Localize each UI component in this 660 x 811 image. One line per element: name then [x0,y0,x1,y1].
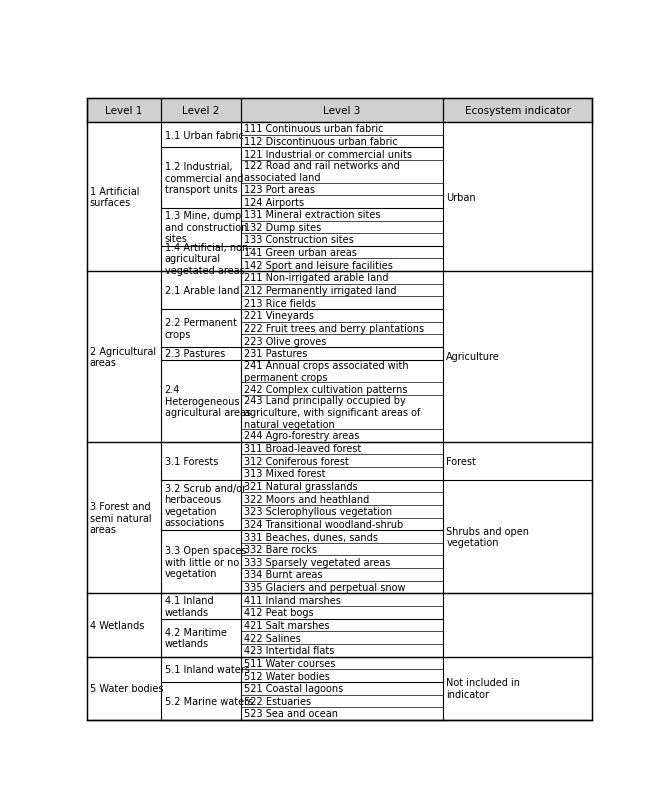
Text: 112 Discontinuous urban fabric: 112 Discontinuous urban fabric [244,137,398,147]
Text: 411 Inland marshes: 411 Inland marshes [244,595,341,605]
Text: 243 Land principally occupied by
agriculture, with significant areas of
natural : 243 Land principally occupied by agricul… [244,396,420,429]
Text: 422 Salines: 422 Salines [244,633,301,643]
Text: 142 Sport and leisure facilities: 142 Sport and leisure facilities [244,260,393,270]
Text: 312 Coniferous forest: 312 Coniferous forest [244,456,348,466]
Bar [86,122,593,272]
Text: 1.4 Artificial, non-
agricultural
vegetated areas: 1.4 Artificial, non- agricultural vegeta… [164,242,251,276]
Text: 333 Sparsely vegetated areas: 333 Sparsely vegetated areas [244,557,390,567]
Text: 5 Water bodies: 5 Water bodies [90,684,163,693]
Text: 3.3 Open spaces
with little or no
vegetation: 3.3 Open spaces with little or no vegeta… [164,546,246,579]
Text: 141 Green urban areas: 141 Green urban areas [244,248,357,258]
Text: 242 Complex cultivation patterns: 242 Complex cultivation patterns [244,384,407,394]
Bar [86,99,593,122]
Text: 321 Natural grasslands: 321 Natural grasslands [244,482,358,491]
Text: 522 Estuaries: 522 Estuaries [244,696,311,706]
Text: 131 Mineral extraction sites: 131 Mineral extraction sites [244,210,380,220]
Text: 332 Bare rocks: 332 Bare rocks [244,544,317,555]
Text: 241 Annual crops associated with
permanent crops: 241 Annual crops associated with permane… [244,361,409,382]
Text: Shrubs and open
vegetation: Shrubs and open vegetation [446,526,529,547]
Text: 111 Continuous urban fabric: 111 Continuous urban fabric [244,124,383,134]
Text: 3.2 Scrub and/or
herbaceous
vegetation
associations: 3.2 Scrub and/or herbaceous vegetation a… [164,483,246,528]
Text: 331 Beaches, dunes, sands: 331 Beaches, dunes, sands [244,532,378,542]
Text: 3.1 Forests: 3.1 Forests [164,456,218,466]
Text: 521 Coastal lagoons: 521 Coastal lagoons [244,684,343,693]
Text: 1.1 Urban fabric: 1.1 Urban fabric [164,131,244,140]
Text: Not included in
indicator: Not included in indicator [446,677,520,699]
Text: 223 Olive groves: 223 Olive groves [244,337,326,346]
Text: 324 Transitional woodland-shrub: 324 Transitional woodland-shrub [244,519,403,530]
Bar [86,272,593,442]
Text: 523 Sea and ocean: 523 Sea and ocean [244,709,338,719]
Text: 121 Industrial or commercial units: 121 Industrial or commercial units [244,149,412,159]
Text: Ecosystem indicator: Ecosystem indicator [465,106,571,116]
Text: Level 3: Level 3 [323,106,361,116]
Text: 123 Port areas: 123 Port areas [244,185,315,195]
Text: 133 Construction sites: 133 Construction sites [244,235,354,245]
Text: 231 Pastures: 231 Pastures [244,349,308,358]
Text: 4.1 Inland
wetlands: 4.1 Inland wetlands [164,595,213,617]
Text: 1 Artificial
surfaces: 1 Artificial surfaces [90,187,139,208]
Text: 313 Mixed forest: 313 Mixed forest [244,469,325,478]
Text: 421 Salt marshes: 421 Salt marshes [244,620,329,630]
Bar [86,657,593,720]
Text: 2.2 Permanent
crops: 2.2 Permanent crops [164,318,236,339]
Text: 334 Burnt areas: 334 Burnt areas [244,570,323,580]
Text: 3 Forest and
semi natural
areas: 3 Forest and semi natural areas [90,501,151,534]
Text: 1.3 Mine, dump
and construction
sites: 1.3 Mine, dump and construction sites [164,211,247,244]
Text: 122 Road and rail networks and
associated land: 122 Road and rail networks and associate… [244,161,400,182]
Text: Urban: Urban [446,192,476,202]
Text: 322 Moors and heathland: 322 Moors and heathland [244,494,369,504]
Text: 511 Water courses: 511 Water courses [244,658,335,668]
Text: 213 Rice fields: 213 Rice fields [244,298,316,308]
Text: 5.2 Marine waters: 5.2 Marine waters [164,696,253,706]
Text: 212 Permanently irrigated land: 212 Permanently irrigated land [244,285,397,296]
Text: 221 Vineyards: 221 Vineyards [244,311,314,321]
Text: 2.3 Pastures: 2.3 Pastures [164,349,225,358]
Bar [86,442,593,594]
Text: 132 Dump sites: 132 Dump sites [244,222,321,233]
Text: 5.1 Inland waters: 5.1 Inland waters [164,664,249,675]
Bar [86,594,593,657]
Text: Forest: Forest [446,456,476,466]
Text: 311 Broad-leaved forest: 311 Broad-leaved forest [244,444,361,453]
Text: 211 Non-irrigated arable land: 211 Non-irrigated arable land [244,273,389,283]
Text: Agriculture: Agriculture [446,352,500,362]
Text: Level 2: Level 2 [182,106,220,116]
Text: 2 Agricultural
areas: 2 Agricultural areas [90,346,156,367]
Text: 512 Water bodies: 512 Water bodies [244,671,330,680]
Text: 323 Sclerophyllous vegetation: 323 Sclerophyllous vegetation [244,507,392,517]
Text: 222 Fruit trees and berry plantations: 222 Fruit trees and berry plantations [244,324,424,333]
Text: 335 Glaciers and perpetual snow: 335 Glaciers and perpetual snow [244,582,405,592]
Text: 4.2 Maritime
wetlands: 4.2 Maritime wetlands [164,627,226,649]
Text: 244 Agro-forestry areas: 244 Agro-forestry areas [244,431,359,441]
Text: Level 1: Level 1 [106,106,143,116]
Text: 2.4
Heterogeneous
agricultural areas: 2.4 Heterogeneous agricultural areas [164,384,251,418]
Text: 2.1 Arable land: 2.1 Arable land [164,285,239,296]
Text: 412 Peat bogs: 412 Peat bogs [244,607,314,618]
Text: 423 Intertidal flats: 423 Intertidal flats [244,646,335,655]
Text: 1.2 Industrial,
commercial and
transport units: 1.2 Industrial, commercial and transport… [164,161,243,195]
Text: 124 Airports: 124 Airports [244,197,304,208]
Text: 4 Wetlands: 4 Wetlands [90,620,144,630]
